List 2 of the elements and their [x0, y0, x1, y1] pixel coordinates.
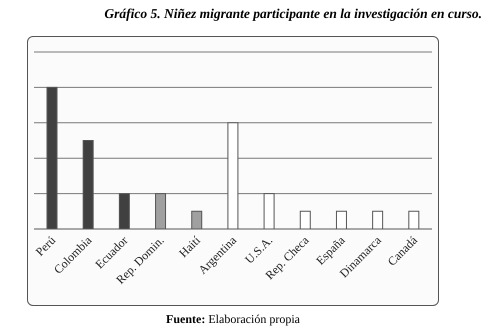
source-note: Fuente: Elaboración propia: [165, 312, 301, 327]
chart-title: Gráfico 5. Niñez migrante participante en la investigación en curso.: [103, 6, 482, 22]
